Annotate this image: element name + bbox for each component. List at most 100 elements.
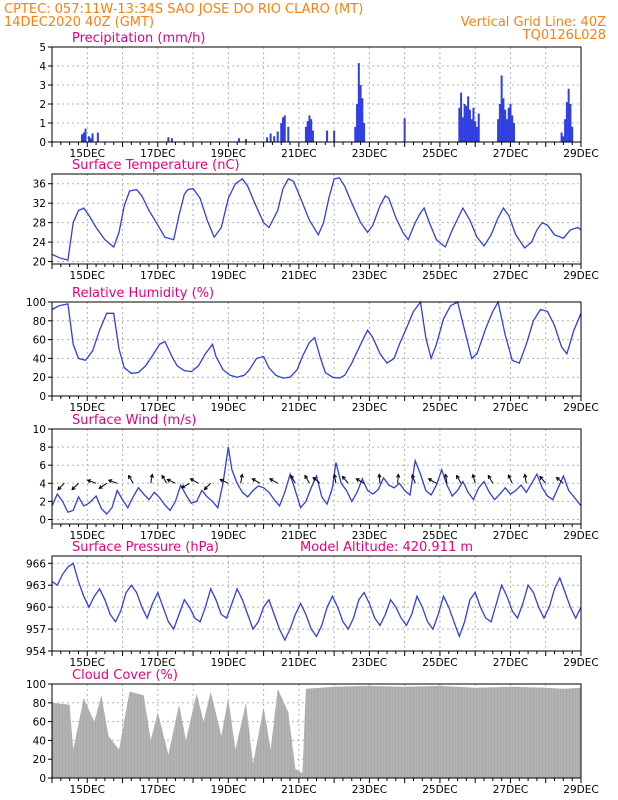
wind-arrow-shaft [304, 475, 310, 484]
cloud-cover-xtick-label: 17DEC [140, 784, 175, 796]
precip-bar [567, 88, 570, 142]
wind-arrow-head [312, 476, 317, 481]
precip-bar [571, 126, 574, 142]
wind-arrow-head [396, 473, 401, 478]
temperature-xtick-label: 19DEC [211, 270, 246, 282]
precip-bar [497, 119, 500, 142]
wind-arrow-shaft [269, 478, 278, 484]
precip-bar [460, 92, 463, 142]
precipitation-xtick-label: 25DEC [422, 148, 457, 160]
precip-bar [356, 104, 359, 142]
wind-arrow-head [149, 473, 154, 478]
precip-bar [560, 132, 563, 142]
cloud-cover-ytick-label: 40 [33, 735, 46, 747]
wind-arrow-shaft [203, 482, 212, 491]
precipitation-ytick-label: 1 [39, 118, 46, 130]
temperature-ytick-label: 20 [33, 257, 46, 269]
pressure-ytick-label: 963 [26, 580, 46, 592]
header-station: CPTEC: 057:11W-13:34S SAO JOSE DO RIO CL… [4, 2, 363, 17]
pressure-ytick-label: 960 [26, 602, 46, 614]
wind-arrow-head [377, 473, 382, 478]
wind-arrow-head [269, 478, 274, 483]
precipitation-ytick-label: 5 [39, 42, 46, 54]
wind-arrow-shaft [252, 478, 261, 484]
temperature-frame [51, 173, 582, 265]
wind-arrow-head [290, 474, 295, 480]
humidity-title: Relative Humidity (%) [72, 286, 214, 301]
precip-bar [308, 115, 311, 142]
cloud-cover-ytick-label: 60 [33, 717, 46, 729]
cloud-cover-ytick-label: 0 [39, 773, 46, 785]
wind-title: Surface Wind (m/s) [72, 413, 196, 428]
precip-bar [461, 117, 464, 142]
precip-bar [96, 132, 99, 142]
header-date: 14DEC2020 40Z (GMT) [4, 15, 154, 30]
precipitation-xtick-label: 27DEC [493, 148, 528, 160]
wind-arrow-shaft [71, 482, 79, 491]
wind-arrow-head [107, 479, 113, 484]
pressure-title: Surface Pressure (hPa) [72, 540, 219, 555]
wind-arrow-shaft [181, 482, 190, 489]
pressure-ytick-label: 966 [26, 558, 46, 570]
wind-ytick-label: 10 [33, 424, 46, 436]
precip-bar [82, 132, 85, 142]
wind-arrow-shaft [356, 478, 365, 484]
wind-arrow-shaft [99, 482, 107, 489]
humidity-xtick-label: 19DEC [211, 402, 246, 414]
precip-bar [304, 126, 307, 142]
precip-bar [89, 138, 92, 142]
wind-arrow-shaft [487, 475, 494, 484]
wind-arrow-shaft [161, 475, 168, 484]
precip-bar [280, 123, 283, 142]
wind-arrow-shaft [472, 474, 476, 484]
wind-arrow-head [128, 474, 132, 480]
precip-bar [310, 119, 313, 142]
temperature-line [51, 177, 582, 261]
precip-bar [269, 133, 272, 142]
precipitation-xtick-label: 29DEC [563, 148, 598, 160]
precip-bar [311, 130, 314, 142]
wind-arrow-shaft [87, 479, 97, 484]
wind-arrow-shaft [397, 474, 399, 484]
temperature-title: Surface Temperature (nC) [72, 158, 240, 173]
wind-arrow-shaft [128, 475, 134, 484]
precip-bar [502, 98, 505, 142]
precip-bar [237, 138, 240, 142]
precip-bar [467, 96, 470, 142]
precip-bar [333, 130, 336, 142]
pressure-panel: Surface Pressure (hPa) Model Altitude: 42… [26, 540, 599, 669]
temperature-xtick-label: 15DEC [70, 270, 105, 282]
cloud-cover-ytick-label: 20 [33, 754, 46, 766]
temperature-ytick-label: 28 [33, 218, 46, 230]
cloud-cover-panel: Cloud Cover (%) 0 20 40 60 80 100 15DEC 17DEC 19D… [26, 668, 599, 796]
wind-arrow-head [539, 475, 544, 480]
wind-arrow-head [456, 474, 460, 480]
wind-arrow-head [57, 486, 62, 491]
precipitation-xtick-label: 17DEC [140, 148, 175, 160]
humidity-ytick-label: 100 [26, 297, 46, 309]
wind-arrow-head [251, 478, 256, 483]
header-grid-line: Vertical Grid Line: 40Z [461, 15, 606, 30]
pressure-line [51, 562, 582, 642]
wind-xtick-label: 21DEC [281, 530, 316, 542]
wind-arrow-shaft [108, 479, 118, 484]
precipitation-xtick-label: 23DEC [352, 148, 387, 160]
cloud-cover-xtick-label: 15DEC [70, 784, 105, 796]
wind-arrow-shaft [167, 479, 176, 484]
precip-bar [498, 104, 501, 142]
temperature-xtick-label: 23DEC [352, 270, 387, 282]
wind-xtick-label: 15DEC [70, 530, 105, 542]
humidity-xtick-label: 15DEC [70, 402, 105, 414]
wind-arrow-shaft [342, 476, 349, 484]
wind-arrow-head [219, 478, 224, 483]
precip-bar [507, 107, 510, 142]
wind-arrow-shaft [312, 477, 321, 484]
precip-bar [306, 121, 309, 142]
wind-arrow-shaft [456, 475, 462, 484]
header-model: TQ0126L028 [522, 28, 606, 43]
humidity-ytick-label: 20 [33, 372, 46, 384]
wind-arrow-head [332, 473, 337, 478]
cloud-cover-xtick-label: 25DEC [422, 784, 457, 796]
wind-arrow-head [411, 473, 416, 479]
